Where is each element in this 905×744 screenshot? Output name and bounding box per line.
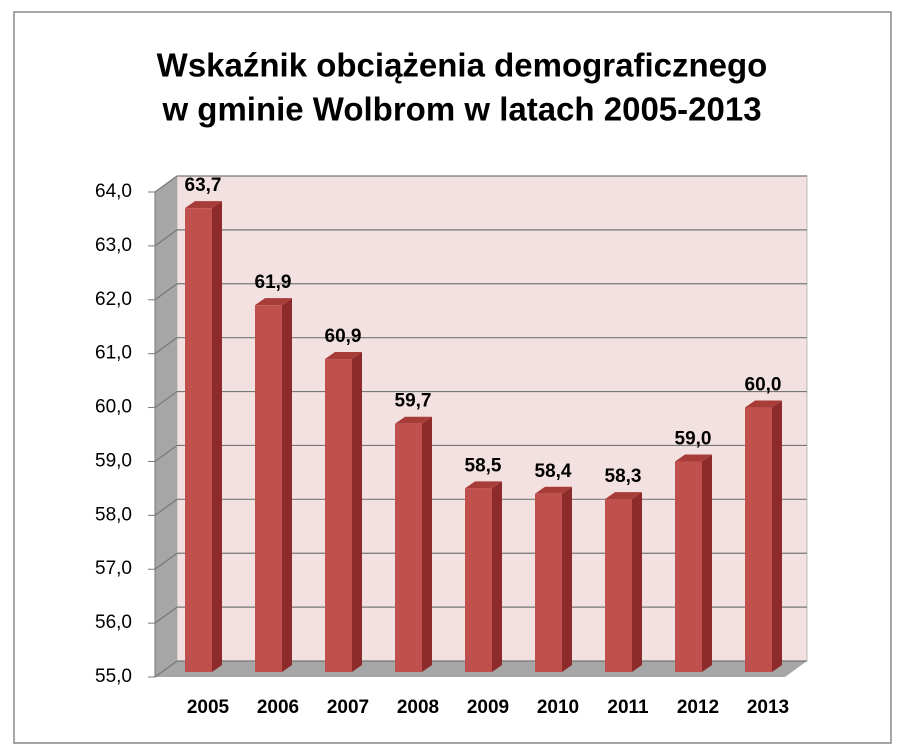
x-tick-label: 2008 xyxy=(397,697,439,718)
y-tick-label: 62,0 xyxy=(95,289,132,310)
grid-line xyxy=(154,552,178,570)
x-tick-label: 2012 xyxy=(677,697,719,718)
x-tick-label: 2009 xyxy=(467,697,509,718)
data-label: 59,0 xyxy=(675,428,712,449)
bar-top xyxy=(675,454,712,462)
bar-side xyxy=(562,486,572,672)
bar xyxy=(185,208,212,672)
bar xyxy=(535,493,562,672)
bar xyxy=(325,359,352,672)
bar-side xyxy=(702,454,712,672)
y-tick-label: 58,0 xyxy=(95,504,132,525)
y-tick-label: 63,0 xyxy=(95,235,132,256)
x-tick-label: 2013 xyxy=(747,697,789,718)
x-tick-label: 2010 xyxy=(537,697,579,718)
x-tick-label: 2011 xyxy=(607,697,649,718)
bar-side xyxy=(352,352,362,672)
y-tick-label: 57,0 xyxy=(95,558,132,579)
x-tick-label: 2007 xyxy=(327,697,369,718)
grid-line xyxy=(154,283,178,301)
y-tick-label: 61,0 xyxy=(95,343,132,364)
bar xyxy=(675,461,702,672)
x-tick-label: 2006 xyxy=(257,697,299,718)
grid-line xyxy=(154,391,178,409)
bar-side xyxy=(772,400,782,672)
data-label: 58,5 xyxy=(465,455,502,476)
bar-top xyxy=(185,201,222,209)
bar-top xyxy=(325,352,362,360)
bar-top xyxy=(745,400,782,408)
bar xyxy=(395,423,422,672)
bar-side xyxy=(632,492,642,672)
y-tick-label: 55,0 xyxy=(95,666,132,687)
data-label: 61,9 xyxy=(255,272,292,293)
grid-line xyxy=(154,606,178,624)
bar-side xyxy=(212,201,222,672)
grid-line xyxy=(154,498,178,516)
bar xyxy=(745,407,772,672)
y-tick-label: 60,0 xyxy=(95,397,132,418)
grid-line xyxy=(154,229,178,247)
side-wall xyxy=(155,176,177,677)
bar xyxy=(255,305,282,672)
data-label: 60,0 xyxy=(745,375,782,396)
bar-side xyxy=(282,298,292,672)
bar-top xyxy=(465,481,502,489)
bar-top xyxy=(605,492,642,500)
grid-line xyxy=(154,660,178,678)
x-tick-label: 2005 xyxy=(187,697,230,718)
data-label: 63,7 xyxy=(185,175,222,196)
bar-top xyxy=(395,416,432,424)
bar-top xyxy=(535,486,572,494)
chart-title: w gminie Wolbrom w latach 2005-2013 xyxy=(161,91,761,128)
bar xyxy=(465,488,492,672)
grid-line xyxy=(154,175,178,193)
grid-line xyxy=(154,337,178,355)
y-tick-label: 59,0 xyxy=(95,450,132,471)
grid-line xyxy=(154,444,178,462)
bar xyxy=(605,499,632,672)
data-label: 58,4 xyxy=(535,461,572,482)
data-label: 58,3 xyxy=(605,466,642,487)
chart-title: Wskaźnik obciążenia demograficznego xyxy=(157,47,768,84)
y-tick-label: 64,0 xyxy=(95,181,132,202)
y-tick-label: 56,0 xyxy=(95,612,132,633)
data-label: 59,7 xyxy=(395,391,432,412)
bar-side xyxy=(492,481,502,672)
bar-top xyxy=(255,298,292,306)
bar-side xyxy=(422,416,432,672)
data-label: 60,9 xyxy=(325,326,362,347)
